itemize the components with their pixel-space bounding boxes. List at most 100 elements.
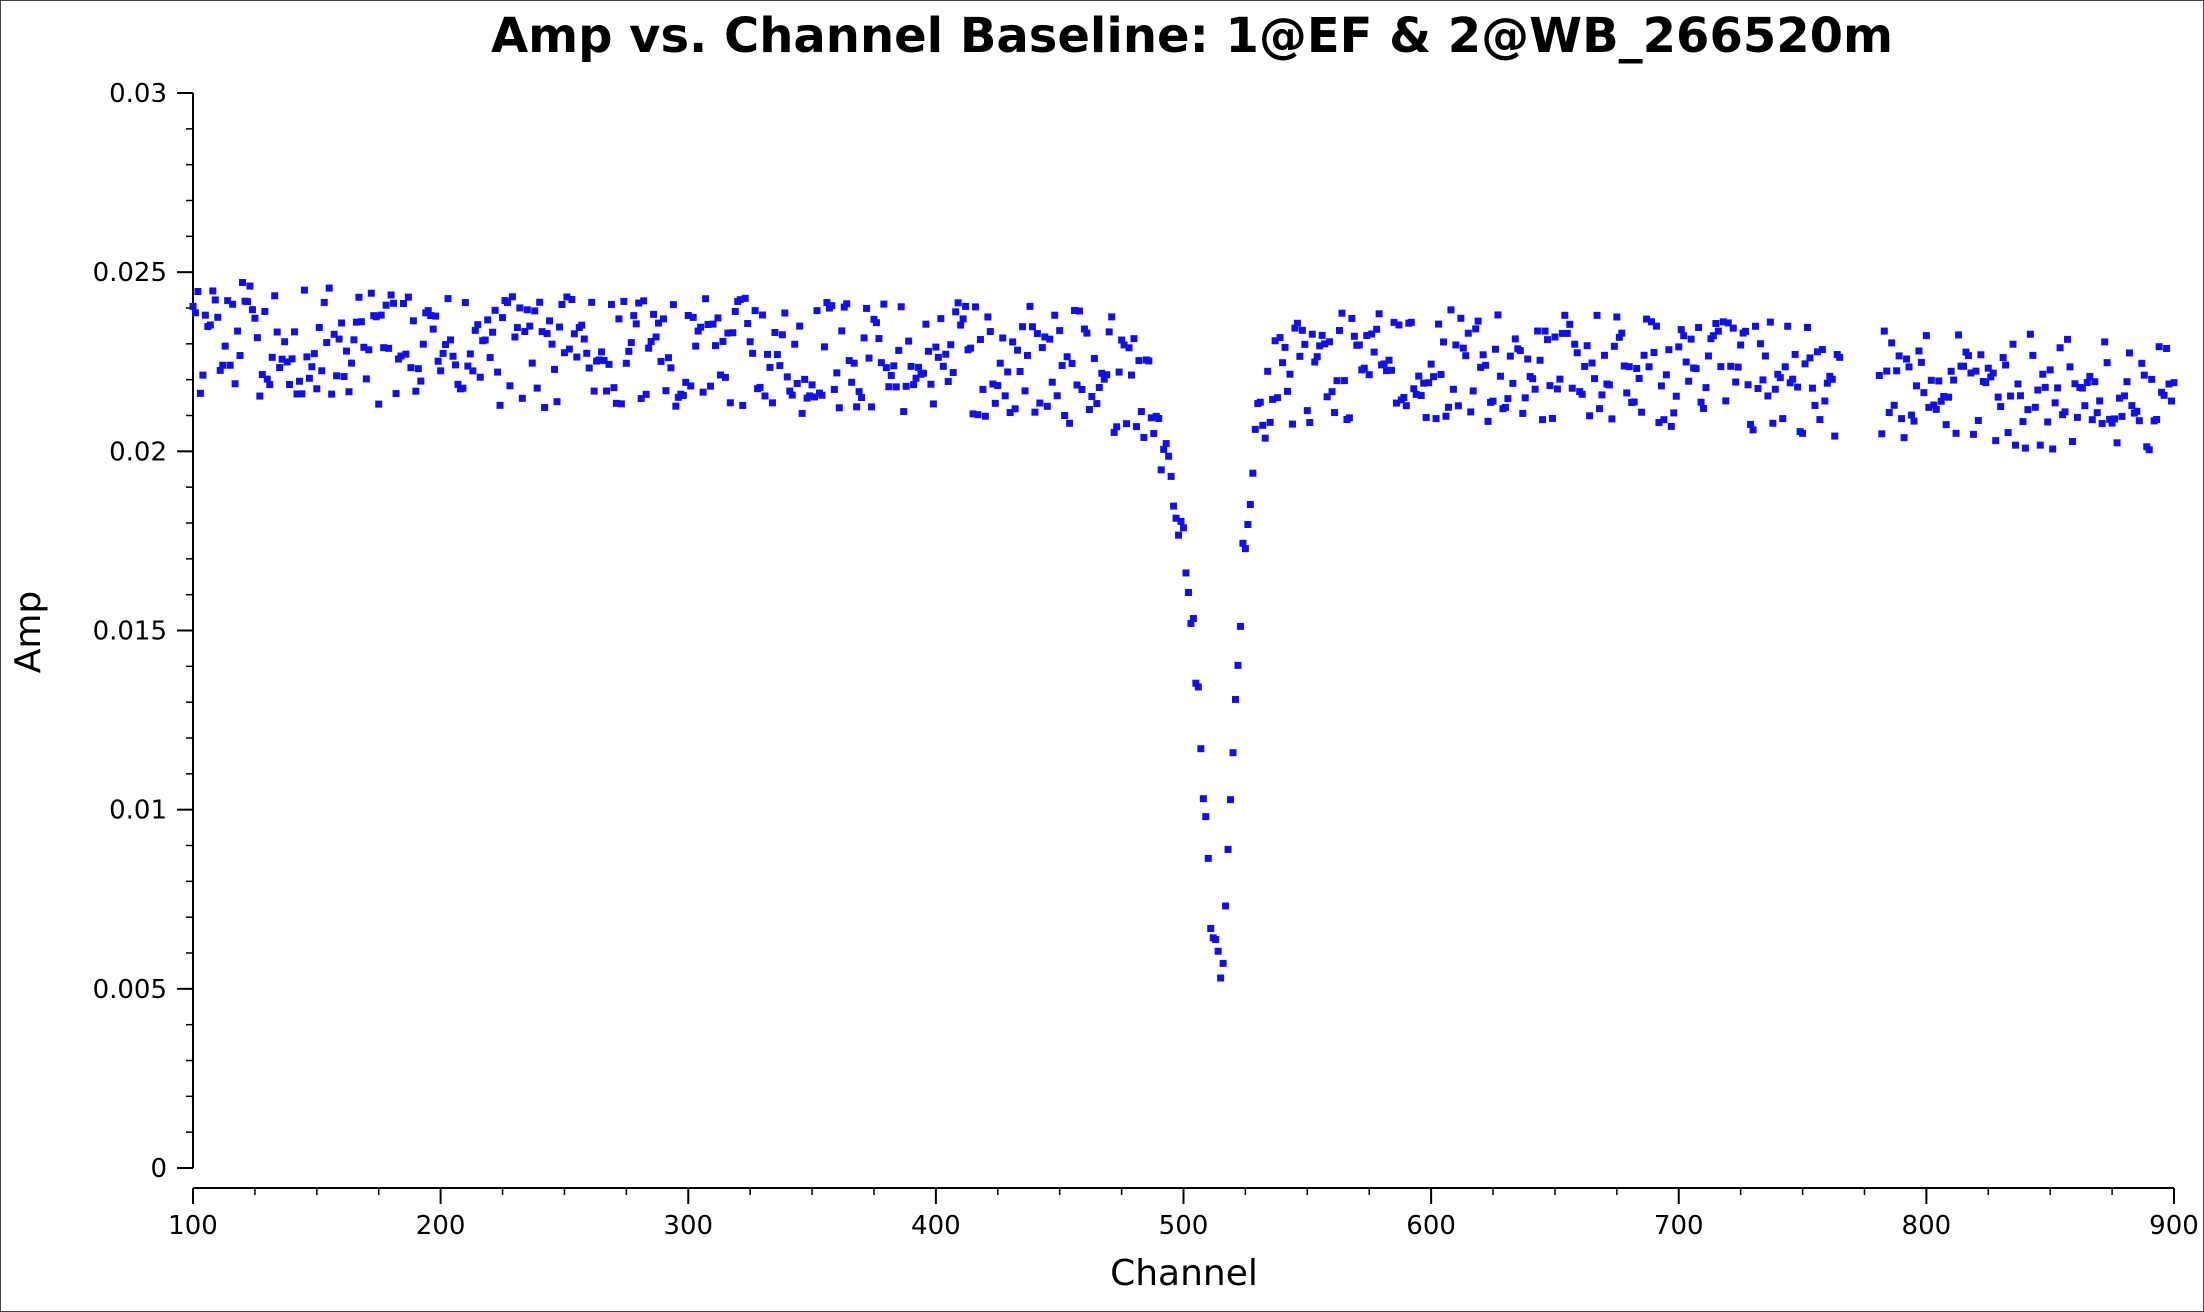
data-point — [1910, 417, 1918, 425]
data-point — [622, 359, 630, 367]
data-point — [1004, 368, 1012, 376]
data-point — [1175, 531, 1183, 539]
data-point — [1011, 405, 1019, 413]
data-point — [1504, 395, 1512, 403]
data-point — [551, 365, 559, 373]
data-point — [1687, 335, 1695, 343]
data-point — [1259, 421, 1267, 429]
data-point — [1818, 346, 1826, 354]
data-point — [464, 362, 472, 370]
data-point — [1318, 331, 1326, 339]
data-point — [999, 334, 1007, 342]
data-point — [1558, 329, 1566, 337]
data-point — [1313, 353, 1321, 361]
data-point — [838, 327, 846, 335]
data-point — [900, 408, 908, 416]
data-point — [749, 349, 757, 357]
data-point — [2153, 415, 2161, 423]
data-point — [924, 347, 932, 355]
data-point — [330, 330, 338, 338]
data-point — [518, 394, 526, 402]
data-point — [1937, 397, 1945, 405]
data-point — [1964, 352, 1972, 360]
data-point — [1075, 307, 1083, 315]
data-point — [647, 337, 655, 345]
y-tick-label: 0.025 — [93, 258, 167, 288]
data-point — [546, 317, 554, 325]
data-point — [1370, 348, 1378, 356]
data-point — [548, 340, 556, 348]
data-point — [952, 308, 960, 316]
data-point — [1199, 795, 1207, 803]
data-point — [1811, 401, 1819, 409]
data-point — [570, 330, 578, 338]
data-point — [2073, 413, 2081, 421]
data-point — [293, 390, 301, 398]
data-point — [1977, 351, 1985, 359]
data-point — [1920, 389, 1928, 397]
data-point — [2061, 408, 2069, 416]
data-point — [288, 355, 296, 363]
data-point — [1563, 329, 1571, 337]
data-point — [1742, 327, 1750, 335]
data-point — [739, 401, 747, 409]
data-point — [702, 295, 710, 303]
data-point — [669, 301, 677, 309]
data-point — [1880, 327, 1888, 335]
data-point — [1326, 338, 1334, 346]
data-point — [333, 372, 341, 380]
data-point — [1816, 416, 1824, 424]
data-point — [1776, 374, 1784, 382]
data-point — [1229, 749, 1237, 757]
data-point — [1085, 405, 1093, 413]
data-point — [1095, 384, 1103, 392]
data-point — [1724, 319, 1732, 327]
data-point — [328, 390, 336, 398]
data-point — [372, 313, 380, 321]
data-point — [1189, 615, 1197, 623]
data-point — [1298, 326, 1306, 334]
data-point — [1432, 415, 1440, 423]
x-tick-label: 300 — [663, 1211, 713, 1241]
data-point — [1997, 403, 2005, 411]
data-point — [1544, 336, 1552, 344]
data-point — [1729, 324, 1737, 332]
data-point — [1155, 415, 1163, 423]
data-point — [1479, 351, 1487, 359]
data-point — [1140, 433, 1148, 441]
data-point — [1053, 392, 1061, 400]
data-point — [555, 323, 563, 331]
data-point — [1194, 683, 1202, 691]
data-point — [1695, 323, 1703, 331]
data-point — [1709, 332, 1717, 340]
data-point — [1130, 335, 1138, 343]
data-point — [1672, 392, 1680, 400]
data-point — [1098, 369, 1106, 377]
data-point — [404, 293, 412, 301]
data-point — [1769, 419, 1777, 427]
data-point — [1145, 357, 1153, 365]
data-point — [932, 343, 940, 351]
data-point — [2113, 439, 2121, 447]
data-point — [214, 313, 222, 321]
data-point — [543, 330, 551, 338]
data-point — [211, 296, 219, 304]
data-point — [2135, 417, 2143, 425]
data-point — [343, 347, 351, 355]
data-point — [1566, 320, 1574, 328]
data-point — [1395, 321, 1403, 329]
data-point — [783, 373, 791, 381]
data-point — [1150, 430, 1158, 438]
data-point — [352, 318, 360, 326]
data-point — [1390, 318, 1398, 326]
data-point — [694, 327, 702, 335]
data-point — [1365, 371, 1373, 379]
data-point — [1652, 322, 1660, 330]
data-point — [1972, 367, 1980, 375]
data-point — [1321, 340, 1329, 348]
data-point — [234, 327, 242, 335]
data-point — [1484, 417, 1492, 425]
data-point — [251, 314, 259, 322]
data-point — [1251, 425, 1259, 433]
data-point — [751, 307, 759, 315]
